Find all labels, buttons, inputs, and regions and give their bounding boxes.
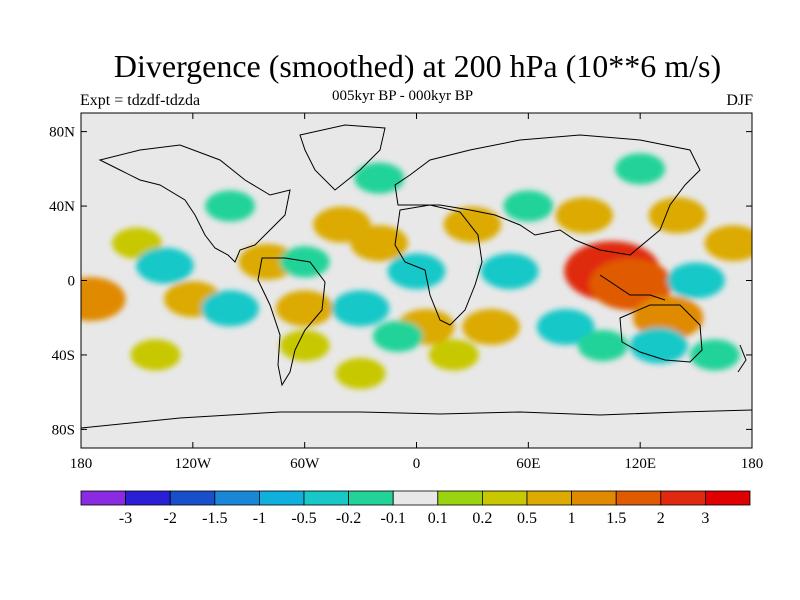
divergence-cell [667,262,725,299]
colorbar-label: -0.5 [291,510,316,527]
divergence-cell [205,190,256,222]
colorbar-label: 0.2 [472,510,492,527]
divergence-cell [279,330,330,362]
colorbar-swatch [571,490,617,506]
coastline-australia [619,304,703,363]
divergence-cell [428,339,479,371]
colorbar-label: -3 [119,510,132,527]
colorbar-label: -1 [253,510,266,527]
divergence-cell [630,327,688,364]
coastline-antarctica [81,409,752,429]
divergence-cell [238,243,297,280]
divergence-cell [313,206,371,243]
y-tick-label: 0 [68,274,76,290]
colorbar-swatch [80,490,126,506]
x-tick-label: 60W [290,456,320,472]
colorbar-swatch [615,490,662,506]
colorbar-label: 2 [657,510,665,527]
x-tick-label: 120W [174,456,212,472]
divergence-cell [443,206,502,243]
colorbar-swatch [526,490,572,506]
divergence-cell [81,277,126,322]
coastline-indonesia [599,274,666,301]
colorbar-label: -0.1 [381,510,406,527]
coastline-eurasia [394,134,701,256]
colorbar-swatch [348,490,394,506]
colorbar-swatch [705,490,751,506]
divergence-cell [279,246,330,278]
chart-title: Divergence (smoothed) at 200 hPa (10**6 … [113,48,722,84]
divergence-cell [648,197,707,234]
x-tick-label: 120E [624,456,656,472]
divergence-cell [136,247,194,284]
colorbar-label: 0.5 [517,510,537,527]
colorbar-label: -2 [164,510,177,527]
colorbar-swatch [125,490,171,506]
divergence-cell [201,290,259,327]
y-tick-label: 80N [49,125,75,141]
divergence-cell [387,253,446,290]
colorbar-swatch [258,490,305,506]
colorbar-label: 3 [701,510,709,527]
divergence-cell [704,225,752,262]
colorbar-swatch [660,490,706,506]
divergence-cell [536,309,595,346]
coastline-new-zealand [737,344,747,373]
divergence-cell [331,290,390,327]
divergence-cell [275,290,334,327]
divergence-cell [130,339,181,371]
chart-subtitle: 005kyr BP - 000kyr BP [332,88,474,104]
y-tick-label: 40N [49,199,75,215]
colorbar-swatch [214,490,260,506]
coastline-greenland [299,124,386,191]
coastline-africa [394,204,483,326]
x-tick-label: 0 [413,456,421,472]
divergence-cell [480,253,539,290]
divergence-cell [354,162,405,194]
divergence-cell [503,190,554,222]
divergence-cell [577,330,628,362]
season-label: DJF [726,92,753,109]
divergence-cell [555,197,614,234]
divergence-cell [372,320,423,352]
colorbar-swatch [392,490,439,506]
divergence-cell [615,153,666,185]
colorbar-swatch [437,490,483,506]
x-tick-label: 180 [70,456,93,472]
colorbar-label: 1 [568,510,576,527]
divergence-cell [335,357,386,390]
colorbar-swatch [169,490,216,506]
colorbar-label: -1.5 [202,510,227,527]
colorbar-swatch [303,490,349,506]
colorbar-swatch [481,490,528,506]
colorbar-label: 1.5 [606,510,626,527]
colorbar-label: -0.2 [336,510,361,527]
y-tick-label: 40S [52,348,75,364]
y-tick-label: 80S [52,422,75,438]
divergence-cell [462,309,520,346]
x-tick-label: 60E [516,456,540,472]
experiment-label: Expt = tdzdf-tdzda [80,92,201,109]
colorbar-label: 0.1 [428,510,448,527]
coastline-north-america [98,144,291,263]
x-tick-label: 180 [741,456,764,472]
divergence-cell [589,258,673,311]
coastline-south-america [257,257,326,387]
